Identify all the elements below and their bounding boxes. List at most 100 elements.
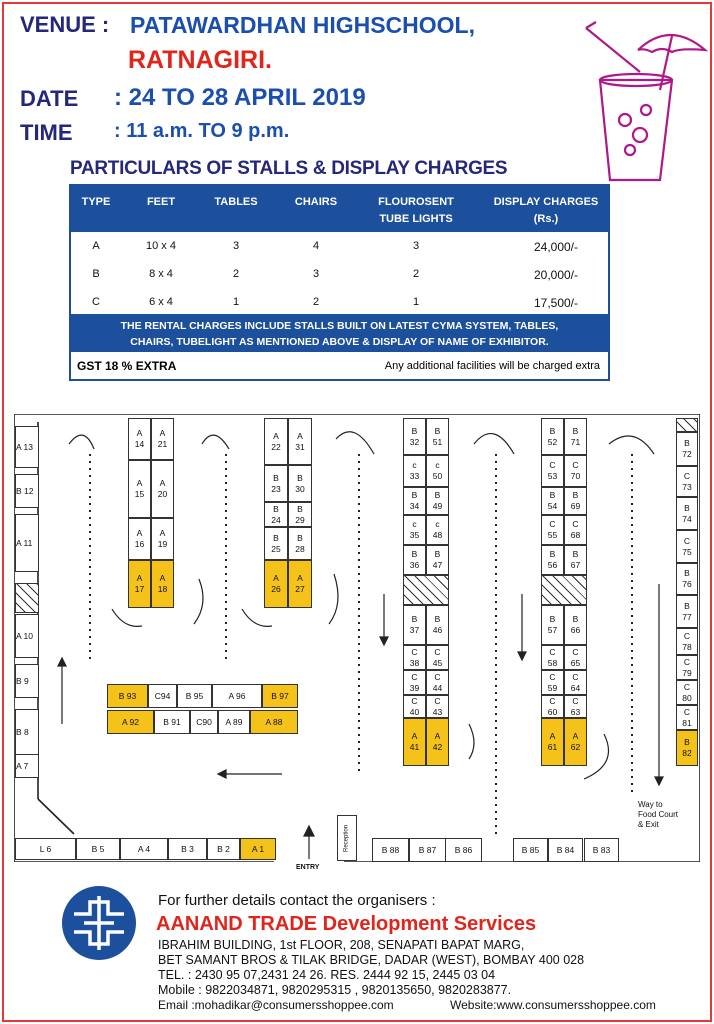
stall[interactable]: B 36 [403,545,426,575]
stall[interactable]: B 85 [513,838,548,862]
stall[interactable]: C 75 [676,530,698,563]
stall[interactable]: A 96 [212,684,262,708]
stall[interactable]: B 97 [262,684,298,708]
stall[interactable]: B 66 [564,605,587,645]
stall[interactable]: L 6 [15,838,76,860]
stall[interactable]: C 44 [426,670,449,695]
stall[interactable]: B 12 [15,474,39,508]
stall[interactable]: B 54 [541,487,564,515]
stall[interactable]: A 7 [15,754,39,778]
stall[interactable]: C90 [190,710,218,734]
stall[interactable]: C 78 [676,628,698,655]
stall[interactable]: C94 [148,684,177,708]
stall[interactable]: C 55 [541,515,564,545]
stall[interactable]: C 58 [541,645,564,670]
stall[interactable]: B 69 [564,487,587,515]
stall[interactable]: B 29 [288,502,312,527]
stall[interactable]: A 22 [264,418,288,465]
stall[interactable]: A 21 [151,418,174,460]
stall[interactable]: B 72 [676,432,698,466]
stall[interactable]: A 11 [15,514,39,572]
stall[interactable]: C 38 [403,645,426,670]
stall[interactable]: B 74 [676,497,698,530]
stall[interactable]: B 95 [177,684,212,708]
stall[interactable]: C 59 [541,670,564,695]
stall[interactable]: B 84 [548,838,583,862]
stall[interactable]: C 70 [564,455,587,487]
stall[interactable]: B 52 [541,418,564,455]
stall[interactable]: C 45 [426,645,449,670]
stall[interactable]: C 65 [564,645,587,670]
stall[interactable]: B 71 [564,418,587,455]
stall[interactable]: A 17 [128,560,151,608]
stall[interactable]: B 25 [264,527,288,560]
stall[interactable]: A 20 [151,460,174,518]
stall[interactable]: A 13 [15,426,39,468]
stall[interactable]: B 86 [445,838,482,862]
stall[interactable]: B 24 [264,502,288,527]
stall[interactable]: B 9 [15,664,39,698]
stall[interactable]: B 87 [409,838,446,862]
stall[interactable]: A 26 [264,560,288,608]
stall[interactable]: C 81 [676,705,698,730]
stall[interactable]: B 88 [372,838,409,862]
venue-line2: RATNAGIRI. [128,46,272,74]
stall[interactable]: B 23 [264,465,288,502]
stall[interactable]: c 33 [403,455,426,487]
stall[interactable]: B 32 [403,418,426,455]
stall[interactable]: C 64 [564,670,587,695]
stall[interactable]: A 4 [120,838,168,860]
stall[interactable]: B 56 [541,545,564,575]
stall[interactable]: C 60 [541,695,564,718]
stall[interactable]: A 62 [564,718,587,766]
stall[interactable]: C 68 [564,515,587,545]
stall[interactable]: c 48 [426,515,449,545]
stall[interactable]: B 46 [426,605,449,645]
stall[interactable]: A 14 [128,418,151,460]
stall[interactable]: A 10 [15,614,39,658]
stall[interactable]: A 15 [128,460,151,518]
stall[interactable]: A 42 [426,718,449,766]
stall[interactable]: B 67 [564,545,587,575]
stall[interactable]: B 34 [403,487,426,515]
stall[interactable]: A 1 [240,838,276,860]
stall[interactable]: B 3 [168,838,207,860]
stall[interactable]: B 76 [676,563,698,595]
stall[interactable]: C 80 [676,680,698,705]
stall[interactable]: C 40 [403,695,426,718]
stall[interactable]: B 93 [107,684,148,708]
stall[interactable]: B 83 [584,838,619,862]
stall[interactable]: A 61 [541,718,564,766]
stall[interactable]: A 16 [128,518,151,560]
stall[interactable]: C 73 [676,466,698,497]
stall[interactable]: B 49 [426,487,449,515]
stall[interactable]: B 77 [676,595,698,628]
stall[interactable]: B 57 [541,605,564,645]
stall[interactable]: B 51 [426,418,449,455]
stall[interactable]: B 2 [207,838,240,860]
stall[interactable]: A 41 [403,718,426,766]
stall[interactable]: B 91 [154,710,190,734]
stall[interactable]: A 18 [151,560,174,608]
stall[interactable]: B 47 [426,545,449,575]
stall[interactable]: C 43 [426,695,449,718]
stall[interactable]: B 82 [676,730,698,766]
stall[interactable]: A 27 [288,560,312,608]
stall[interactable]: A 89 [218,710,250,734]
stall[interactable]: B 8 [15,709,39,755]
stall[interactable]: C 53 [541,455,564,487]
stall[interactable]: B 30 [288,465,312,502]
stall[interactable]: A 31 [288,418,312,465]
stall[interactable]: C 39 [403,670,426,695]
stall[interactable]: C 79 [676,655,698,680]
stall[interactable]: C 63 [564,695,587,718]
stall[interactable]: A 19 [151,518,174,560]
stall[interactable]: c 50 [426,455,449,487]
stall[interactable]: B 28 [288,527,312,560]
stall[interactable]: B 5 [76,838,120,860]
stall[interactable]: B 37 [403,605,426,645]
stall[interactable]: c 35 [403,515,426,545]
stall[interactable]: A 88 [250,710,298,734]
stall[interactable]: A 92 [107,710,154,734]
